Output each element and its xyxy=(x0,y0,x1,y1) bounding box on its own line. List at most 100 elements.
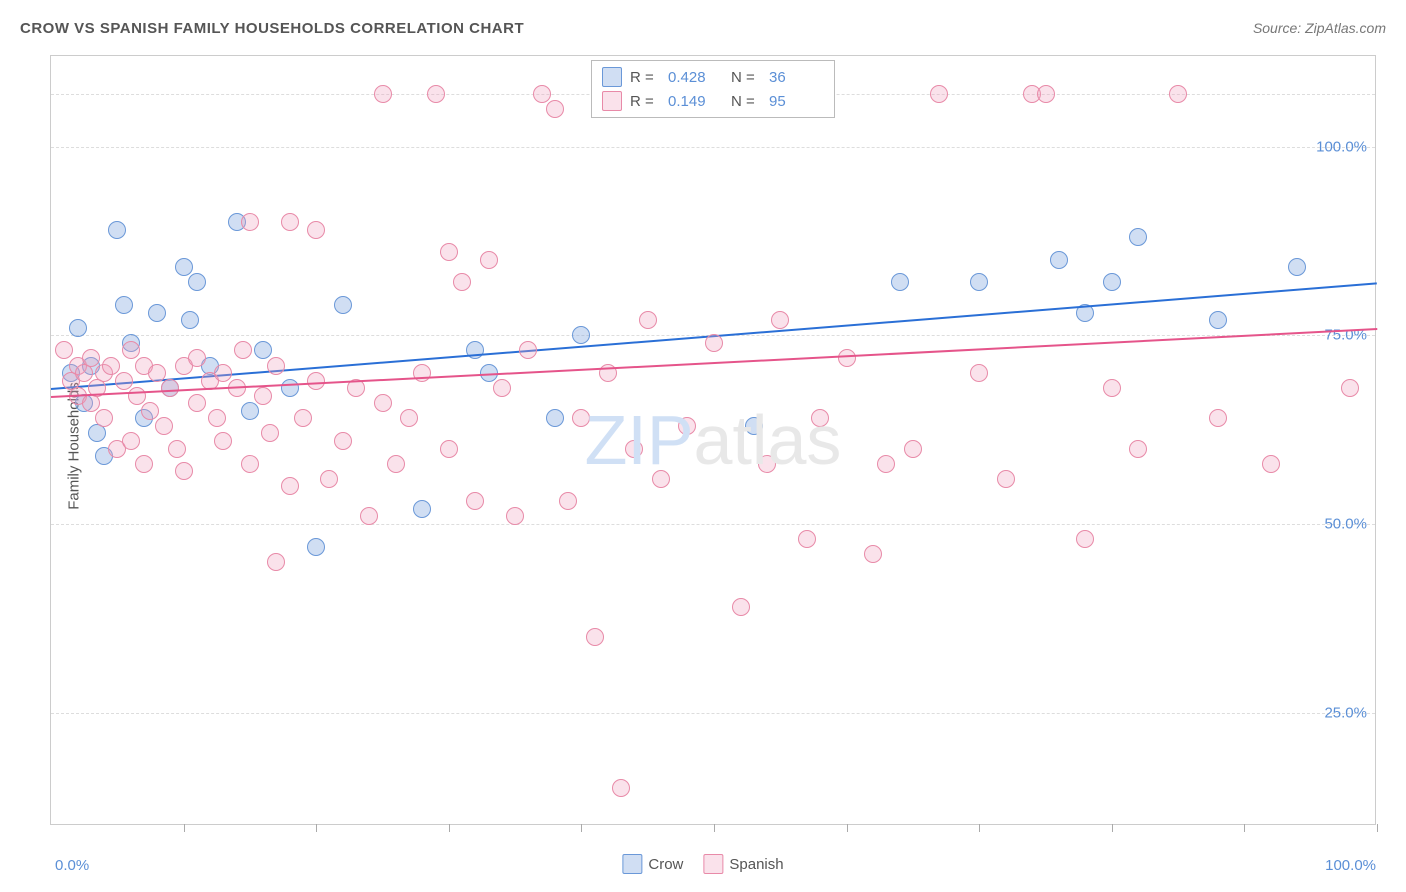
scatter-point xyxy=(374,85,392,103)
scatter-point xyxy=(1050,251,1068,269)
scatter-point xyxy=(891,273,909,291)
scatter-point xyxy=(261,424,279,442)
x-tick xyxy=(316,824,317,832)
scatter-point xyxy=(506,507,524,525)
scatter-point xyxy=(108,221,126,239)
legend-series-name: Crow xyxy=(648,856,683,873)
scatter-point xyxy=(234,341,252,359)
y-tick-label: 50.0% xyxy=(1324,516,1367,533)
scatter-point xyxy=(141,402,159,420)
scatter-point xyxy=(102,357,120,375)
scatter-point xyxy=(559,492,577,510)
scatter-point xyxy=(155,417,173,435)
legend-swatch xyxy=(602,91,622,111)
chart-title: CROW VS SPANISH FAMILY HOUSEHOLDS CORREL… xyxy=(20,20,524,37)
scatter-point xyxy=(267,357,285,375)
scatter-point xyxy=(82,349,100,367)
scatter-point xyxy=(281,213,299,231)
scatter-point xyxy=(128,387,146,405)
scatter-point xyxy=(864,545,882,563)
scatter-point xyxy=(387,455,405,473)
scatter-point xyxy=(625,440,643,458)
scatter-point xyxy=(115,296,133,314)
gridline xyxy=(51,524,1375,525)
scatter-point xyxy=(307,372,325,390)
scatter-point xyxy=(320,470,338,488)
scatter-point xyxy=(533,85,551,103)
scatter-point xyxy=(254,341,272,359)
scatter-point xyxy=(254,387,272,405)
legend-r-value: 0.428 xyxy=(668,69,723,86)
scatter-point xyxy=(55,341,73,359)
x-tick xyxy=(1244,824,1245,832)
scatter-point xyxy=(678,417,696,435)
x-tick xyxy=(1112,824,1113,832)
x-tick xyxy=(714,824,715,832)
scatter-point xyxy=(181,311,199,329)
scatter-point xyxy=(705,334,723,352)
scatter-point xyxy=(122,432,140,450)
scatter-point xyxy=(208,409,226,427)
scatter-point xyxy=(970,364,988,382)
scatter-point xyxy=(1037,85,1055,103)
x-tick xyxy=(184,824,185,832)
scatter-point xyxy=(241,213,259,231)
scatter-point xyxy=(732,598,750,616)
scatter-point xyxy=(175,462,193,480)
scatter-point xyxy=(413,500,431,518)
series-legend: Crow Spanish xyxy=(622,854,783,874)
source-label: Source: ZipAtlas.com xyxy=(1253,20,1386,36)
scatter-point xyxy=(360,507,378,525)
legend-r-value: 0.149 xyxy=(668,93,723,110)
scatter-point xyxy=(652,470,670,488)
scatter-point xyxy=(493,379,511,397)
y-tick-label: 100.0% xyxy=(1316,138,1367,155)
gridline xyxy=(51,713,1375,714)
scatter-point xyxy=(480,251,498,269)
scatter-point xyxy=(188,349,206,367)
legend-item: Crow xyxy=(622,854,683,874)
legend-item: Spanish xyxy=(703,854,783,874)
scatter-point xyxy=(466,341,484,359)
legend-n-value: 36 xyxy=(769,69,824,86)
plot-area: ZIPatlas R =0.428N =36R =0.149N =95 100.… xyxy=(50,55,1376,825)
scatter-point xyxy=(1076,530,1094,548)
scatter-point xyxy=(115,372,133,390)
legend-n-label: N = xyxy=(731,69,761,86)
scatter-point xyxy=(413,364,431,382)
scatter-point xyxy=(69,319,87,337)
scatter-point xyxy=(1341,379,1359,397)
scatter-point xyxy=(798,530,816,548)
scatter-point xyxy=(519,341,537,359)
scatter-point xyxy=(546,100,564,118)
x-tick xyxy=(1377,824,1378,832)
scatter-point xyxy=(334,432,352,450)
legend-swatch xyxy=(703,854,723,874)
scatter-point xyxy=(1169,85,1187,103)
scatter-point xyxy=(161,379,179,397)
scatter-point xyxy=(440,440,458,458)
scatter-point xyxy=(586,628,604,646)
scatter-point xyxy=(758,455,776,473)
scatter-point xyxy=(877,455,895,473)
legend-series-name: Spanish xyxy=(729,856,783,873)
scatter-point xyxy=(771,311,789,329)
scatter-point xyxy=(281,379,299,397)
scatter-point xyxy=(930,85,948,103)
scatter-point xyxy=(334,296,352,314)
scatter-point xyxy=(612,779,630,797)
legend-n-value: 95 xyxy=(769,93,824,110)
scatter-point xyxy=(241,402,259,420)
scatter-point xyxy=(1209,311,1227,329)
x-tick xyxy=(847,824,848,832)
scatter-point xyxy=(970,273,988,291)
scatter-point xyxy=(122,341,140,359)
x-tick xyxy=(979,824,980,832)
scatter-point xyxy=(188,394,206,412)
legend-swatch xyxy=(622,854,642,874)
legend-r-label: R = xyxy=(630,93,660,110)
scatter-point xyxy=(267,553,285,571)
scatter-point xyxy=(281,477,299,495)
scatter-point xyxy=(294,409,312,427)
legend-row: R =0.428N =36 xyxy=(602,65,824,89)
